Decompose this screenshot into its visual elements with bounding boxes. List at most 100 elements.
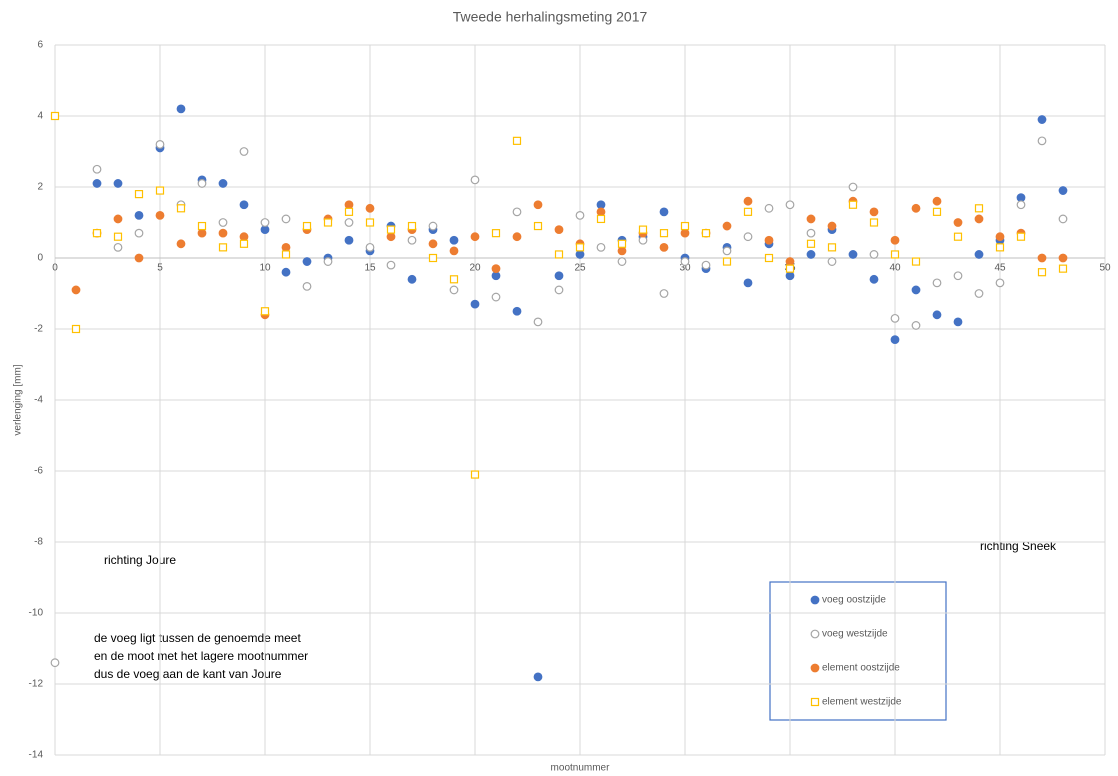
point — [596, 242, 606, 252]
point — [281, 214, 291, 224]
point — [890, 235, 900, 245]
point — [512, 306, 522, 316]
point — [449, 275, 459, 284]
legend-box — [769, 581, 947, 721]
point — [680, 228, 690, 238]
point — [344, 218, 354, 227]
point — [533, 317, 543, 327]
point — [407, 235, 417, 245]
point — [554, 225, 564, 235]
point — [302, 221, 312, 231]
point — [92, 229, 102, 238]
point — [218, 179, 228, 188]
point — [386, 225, 396, 234]
point — [134, 228, 144, 238]
point — [848, 200, 858, 209]
point — [1058, 264, 1068, 273]
point — [659, 207, 669, 217]
point — [50, 658, 60, 668]
point — [386, 260, 396, 270]
point — [470, 175, 480, 185]
point — [239, 232, 249, 242]
point — [1037, 253, 1047, 263]
point — [785, 271, 795, 281]
point — [743, 232, 753, 242]
point — [827, 257, 837, 266]
point — [1058, 253, 1068, 263]
legend-label: element westzijde — [822, 697, 902, 708]
point — [344, 207, 354, 216]
point — [491, 229, 501, 238]
point — [533, 672, 543, 682]
point — [638, 235, 648, 245]
point — [365, 218, 375, 227]
point — [827, 243, 837, 252]
point — [680, 221, 690, 231]
point — [428, 239, 438, 249]
point — [344, 235, 354, 245]
point — [239, 147, 249, 156]
point — [197, 221, 207, 231]
y-tick-label: 0 — [37, 253, 43, 264]
annotation: en de moot met het lagere mootnummer — [94, 649, 308, 663]
point — [659, 242, 669, 252]
point — [260, 225, 270, 235]
point — [617, 257, 627, 266]
point — [575, 250, 585, 259]
point — [323, 218, 333, 227]
x-tick-label: 10 — [259, 263, 271, 274]
point — [239, 239, 249, 248]
annotation: richting Sneek — [980, 539, 1057, 553]
point — [533, 200, 543, 210]
point — [407, 274, 417, 284]
point — [1037, 268, 1047, 277]
x-tick-label: 40 — [889, 263, 901, 274]
point — [743, 196, 753, 206]
point — [92, 164, 102, 174]
point — [806, 228, 816, 238]
point — [449, 235, 459, 245]
point — [575, 243, 585, 252]
point — [743, 207, 753, 216]
point — [911, 203, 921, 213]
point — [974, 250, 984, 259]
point — [869, 218, 879, 227]
point — [470, 470, 480, 479]
point — [911, 257, 921, 266]
point — [134, 210, 144, 220]
y-tick-label: 6 — [37, 40, 43, 51]
y-tick-label: -12 — [29, 679, 44, 690]
point — [50, 111, 60, 121]
point — [344, 200, 354, 210]
y-tick-label: 4 — [37, 111, 43, 122]
point — [449, 285, 459, 295]
point — [995, 232, 1005, 242]
point — [197, 228, 207, 238]
x-tick-label: 45 — [994, 263, 1006, 274]
point — [659, 289, 669, 298]
point — [155, 186, 165, 195]
legend-label: voeg westzijde — [822, 629, 888, 640]
point — [764, 203, 774, 213]
y-tick-label: -8 — [34, 537, 43, 548]
point — [71, 324, 81, 334]
point — [512, 232, 522, 242]
point — [491, 292, 501, 302]
point — [575, 210, 585, 220]
point — [218, 243, 228, 252]
point — [659, 229, 669, 238]
point — [176, 204, 186, 213]
point — [869, 250, 879, 259]
point — [113, 214, 123, 224]
point — [1037, 136, 1047, 146]
point — [302, 282, 312, 291]
point — [785, 200, 795, 210]
point — [764, 253, 774, 263]
legend-marker — [810, 595, 820, 605]
point — [533, 221, 543, 231]
point — [491, 271, 501, 281]
point — [449, 246, 459, 256]
point — [386, 232, 396, 242]
point — [722, 257, 732, 266]
point — [155, 210, 165, 220]
